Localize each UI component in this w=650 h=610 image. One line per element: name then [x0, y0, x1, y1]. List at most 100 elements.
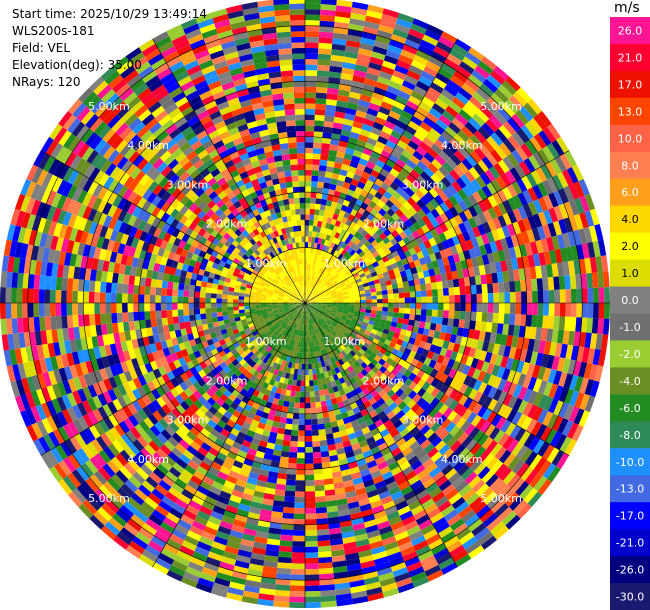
- range-gate: [272, 296, 278, 299]
- range-gate: [254, 277, 261, 283]
- range-gate: [340, 350, 347, 357]
- range-gate: [310, 301, 317, 303]
- range-gate: [281, 315, 288, 320]
- range-gate: [296, 142, 305, 148]
- range-gate: [316, 333, 321, 340]
- range-gate: [322, 233, 328, 240]
- range-gate: [436, 316, 443, 325]
- range-gate: [138, 311, 146, 321]
- range-gate: [346, 352, 354, 360]
- range-gate: [311, 181, 318, 188]
- range-gate: [288, 198, 295, 205]
- range-gate: [295, 208, 301, 215]
- range-gate: [262, 242, 269, 250]
- range-gate: [291, 170, 299, 177]
- range-gate: [320, 262, 326, 269]
- range-gate: [314, 362, 319, 369]
- range-gate: [282, 342, 287, 349]
- range-gate: [342, 265, 349, 272]
- range-gate: [248, 278, 255, 284]
- range-gate: [312, 283, 317, 289]
- range-gate: [321, 304, 328, 307]
- range-gate: [509, 313, 516, 326]
- range-gate: [265, 247, 272, 254]
- range-gate: [246, 317, 253, 322]
- range-gate: [274, 254, 281, 262]
- range-gate: [335, 251, 341, 259]
- range-gate: [323, 182, 331, 190]
- range-gate: [272, 310, 279, 314]
- range-gate: [398, 287, 405, 294]
- range-gate: [279, 416, 287, 424]
- range-gate: [248, 254, 256, 262]
- range-gate: [318, 311, 325, 316]
- range-gate: [255, 300, 261, 303]
- range-gate: [364, 330, 371, 336]
- range-gate: [308, 307, 313, 312]
- range-gate: [318, 289, 324, 294]
- range-gate: [322, 286, 329, 291]
- range-gate: [339, 255, 346, 262]
- range-gate: [322, 285, 328, 290]
- range-gate: [299, 352, 303, 359]
- range-gate: [300, 208, 305, 215]
- range-gate: [336, 340, 343, 347]
- range-gate: [327, 267, 333, 273]
- range-gate: [260, 251, 267, 258]
- range-gate: [310, 186, 318, 193]
- range-gate: [315, 285, 320, 291]
- range-gate: [340, 273, 347, 279]
- range-gate: [300, 275, 303, 282]
- range-gate: [288, 298, 295, 301]
- range-gate: [259, 321, 266, 326]
- range-gate: [393, 293, 400, 299]
- range-gate: [307, 358, 312, 364]
- range-gate: [326, 297, 333, 300]
- range-gate: [337, 269, 344, 276]
- range-gate: [252, 283, 259, 288]
- range-gate: [325, 320, 331, 326]
- range-gate: [337, 253, 344, 260]
- range-gate: [447, 279, 454, 288]
- range-gate: [238, 299, 245, 303]
- range-gate: [278, 309, 285, 313]
- range-gate: [280, 264, 286, 271]
- range-gate: [296, 131, 305, 137]
- range-gate: [257, 253, 265, 260]
- range-gate: [348, 325, 355, 331]
- range-gate: [313, 136, 323, 144]
- range-gate: [314, 237, 319, 244]
- range-gate: [305, 142, 314, 148]
- range-gate: [287, 136, 297, 144]
- range-gate: [293, 311, 299, 316]
- range-gate: [270, 273, 277, 279]
- range-gate: [341, 287, 348, 291]
- range-gate: [315, 92, 328, 99]
- range-gate: [503, 313, 510, 325]
- range-gate: [284, 317, 290, 323]
- range-gate: [318, 261, 324, 268]
- range-gate: [324, 312, 331, 316]
- range-gate: [310, 300, 316, 302]
- range-gate: [325, 310, 331, 315]
- range-gate: [356, 342, 364, 349]
- range-gate: [348, 335, 355, 342]
- range-gate: [315, 339, 319, 346]
- range-gate: [294, 297, 301, 301]
- range-gate: [273, 322, 280, 328]
- range-gate: [298, 313, 302, 319]
- range-gate: [265, 320, 272, 326]
- range-gate: [244, 308, 251, 313]
- range-gate: [294, 253, 299, 260]
- range-gate: [305, 435, 313, 442]
- range-gate: [194, 291, 201, 298]
- range-gate: [273, 270, 280, 276]
- range-gate: [284, 324, 289, 330]
- range-gate: [271, 335, 278, 342]
- range-gate: [298, 169, 305, 176]
- range-gate: [289, 272, 294, 279]
- range-gate: [312, 310, 318, 315]
- range-gate: [291, 328, 296, 335]
- range-gate: [323, 287, 330, 292]
- range-gate: [286, 319, 292, 325]
